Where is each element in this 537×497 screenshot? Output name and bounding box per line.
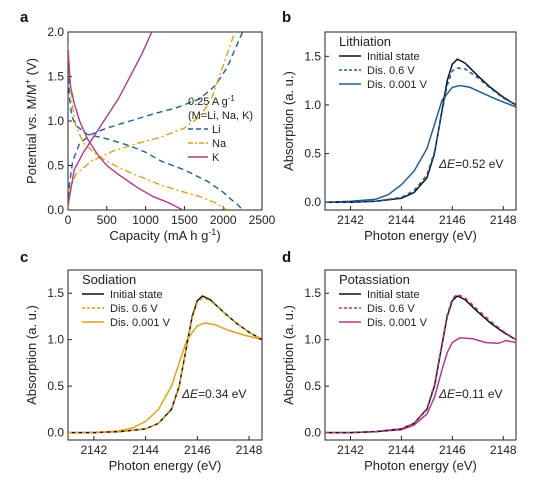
panel-d: d 2142 2144 2146 2148 0.0 0.5 1.0 1.5 Photon ener… [281,249,517,473]
y-axis-label: Potential vs. M/M+ (V) [23,58,39,184]
panel-a: a 0 500 1000 1500 2000 2500 0.0 0.5 1.0 1.5 2.0 Capa… [20,9,276,243]
x-tick-label: 0 [65,213,72,227]
x-axis-label: Photon energy (eV) [364,228,477,243]
plot-area [68,32,244,210]
x-tick-label: 2144 [388,443,415,457]
series-line-2 [325,337,516,434]
legend-label: Dis. 0.001 V [367,317,428,329]
series-line-li [68,67,244,210]
y-axis-label: Absorption (a. u.) [24,305,39,405]
x-tick-label: 2144 [388,213,415,227]
x-tick-label: 2500 [249,213,276,227]
x-tick-label: 1000 [132,213,159,227]
x-tick-label: 2146 [439,213,466,227]
y-tick-label: 1.0 [304,98,321,112]
x-tick-label: 2146 [439,443,466,457]
y-tick-label: 1.5 [304,286,321,300]
x-tick-label: 2148 [490,443,517,457]
x-axis-label: Capacity (mA h g-1) [109,227,220,243]
y-axis-label: Absorption (a. u.) [281,71,296,171]
x-tick-label: 1500 [171,213,198,227]
legend-label: Dis. 0.001 V [110,317,171,329]
delta-e-annotation: ΔE=0.52 eV [438,157,503,171]
y-tick-label: 0.0 [47,426,64,440]
series-line-li [68,32,244,209]
x-axis-label: Photon energy (eV) [364,458,477,473]
series-line-1 [68,297,262,434]
x-tick-label: 500 [97,213,117,227]
panel-title: Sodiation [82,272,136,287]
y-tick-label: 0.5 [304,147,321,161]
legend-title: 0.25 A g-1 [188,94,235,108]
series-line-na [68,45,228,210]
x-tick-label: 2148 [490,213,517,227]
y-tick-label: 1.0 [47,114,64,128]
y-tick-label: 0.0 [304,195,321,209]
x-tick-label: 2146 [184,443,211,457]
x-tick-label: 2000 [210,213,237,227]
panel-letter: a [20,9,29,26]
y-tick-label: 0.0 [304,426,321,440]
panel-title: Lithiation [339,34,391,49]
y-tick-label: 0.5 [47,159,64,173]
y-tick-label: 0.5 [47,379,64,393]
series-line-2 [68,322,262,434]
x-axis-label: Photon energy (eV) [109,458,222,473]
legend-subtitle: (M=Li, Na, K) [188,110,253,122]
y-tick-label: 0.5 [304,379,321,393]
legend-label: Initial state [110,289,163,301]
legend-label: Na [212,138,227,150]
x-tick-label: 2142 [337,213,364,227]
legend-label: Initial state [367,51,420,63]
panel-letter: d [282,249,291,266]
y-tick-label: 1.5 [47,286,64,300]
plot-frame [324,31,517,211]
x-tick-label: 2142 [337,443,364,457]
series-line-na [68,32,236,209]
delta-e-annotation: ΔE=0.11 eV [438,387,503,401]
x-tick-label: 2144 [132,443,159,457]
panel-c: c 2142 2144 2146 2148 0.0 0.5 1.0 1.5 Photon ener… [20,249,263,473]
x-tick-label: 2148 [236,443,263,457]
legend-label: Li [212,124,221,136]
panel-letter: c [20,249,28,266]
panel-b: b 2142 2144 2146 2148 0.0 0.5 1.0 1.5 Photon ener… [281,9,517,243]
y-axis-label: Absorption (a. u.) [281,305,296,405]
y-tick-label: 1.0 [304,333,321,347]
series-line-1 [325,293,516,434]
series-line-k [68,49,184,210]
series-line-2 [325,84,516,203]
panel-title: Potassiation [339,272,410,287]
plot-area [325,293,516,434]
y-tick-label: 1.5 [304,49,321,63]
plot-area [325,58,516,203]
legend-label: Dis. 0.6 V [110,303,158,315]
plot-frame [324,269,517,441]
legend-label: Dis. 0.6 V [367,65,415,77]
panel-letter: b [282,9,291,26]
plot-area [68,295,262,434]
y-tick-label: 2.0 [47,25,64,39]
legend-label: Dis. 0.001 V [367,79,428,91]
x-tick-label: 2142 [81,443,108,457]
delta-e-annotation: ΔE=0.34 eV [181,387,246,401]
y-tick-label: 1.0 [47,333,64,347]
series-line-k [68,32,153,206]
legend-label: K [212,152,220,164]
legend-label: Dis. 0.6 V [367,303,415,315]
y-tick-label: 1.5 [47,70,64,84]
y-tick-label: 0.0 [47,203,64,217]
legend-label: Initial state [367,289,420,301]
plot-frame [67,269,263,441]
series-line-1 [325,67,516,203]
